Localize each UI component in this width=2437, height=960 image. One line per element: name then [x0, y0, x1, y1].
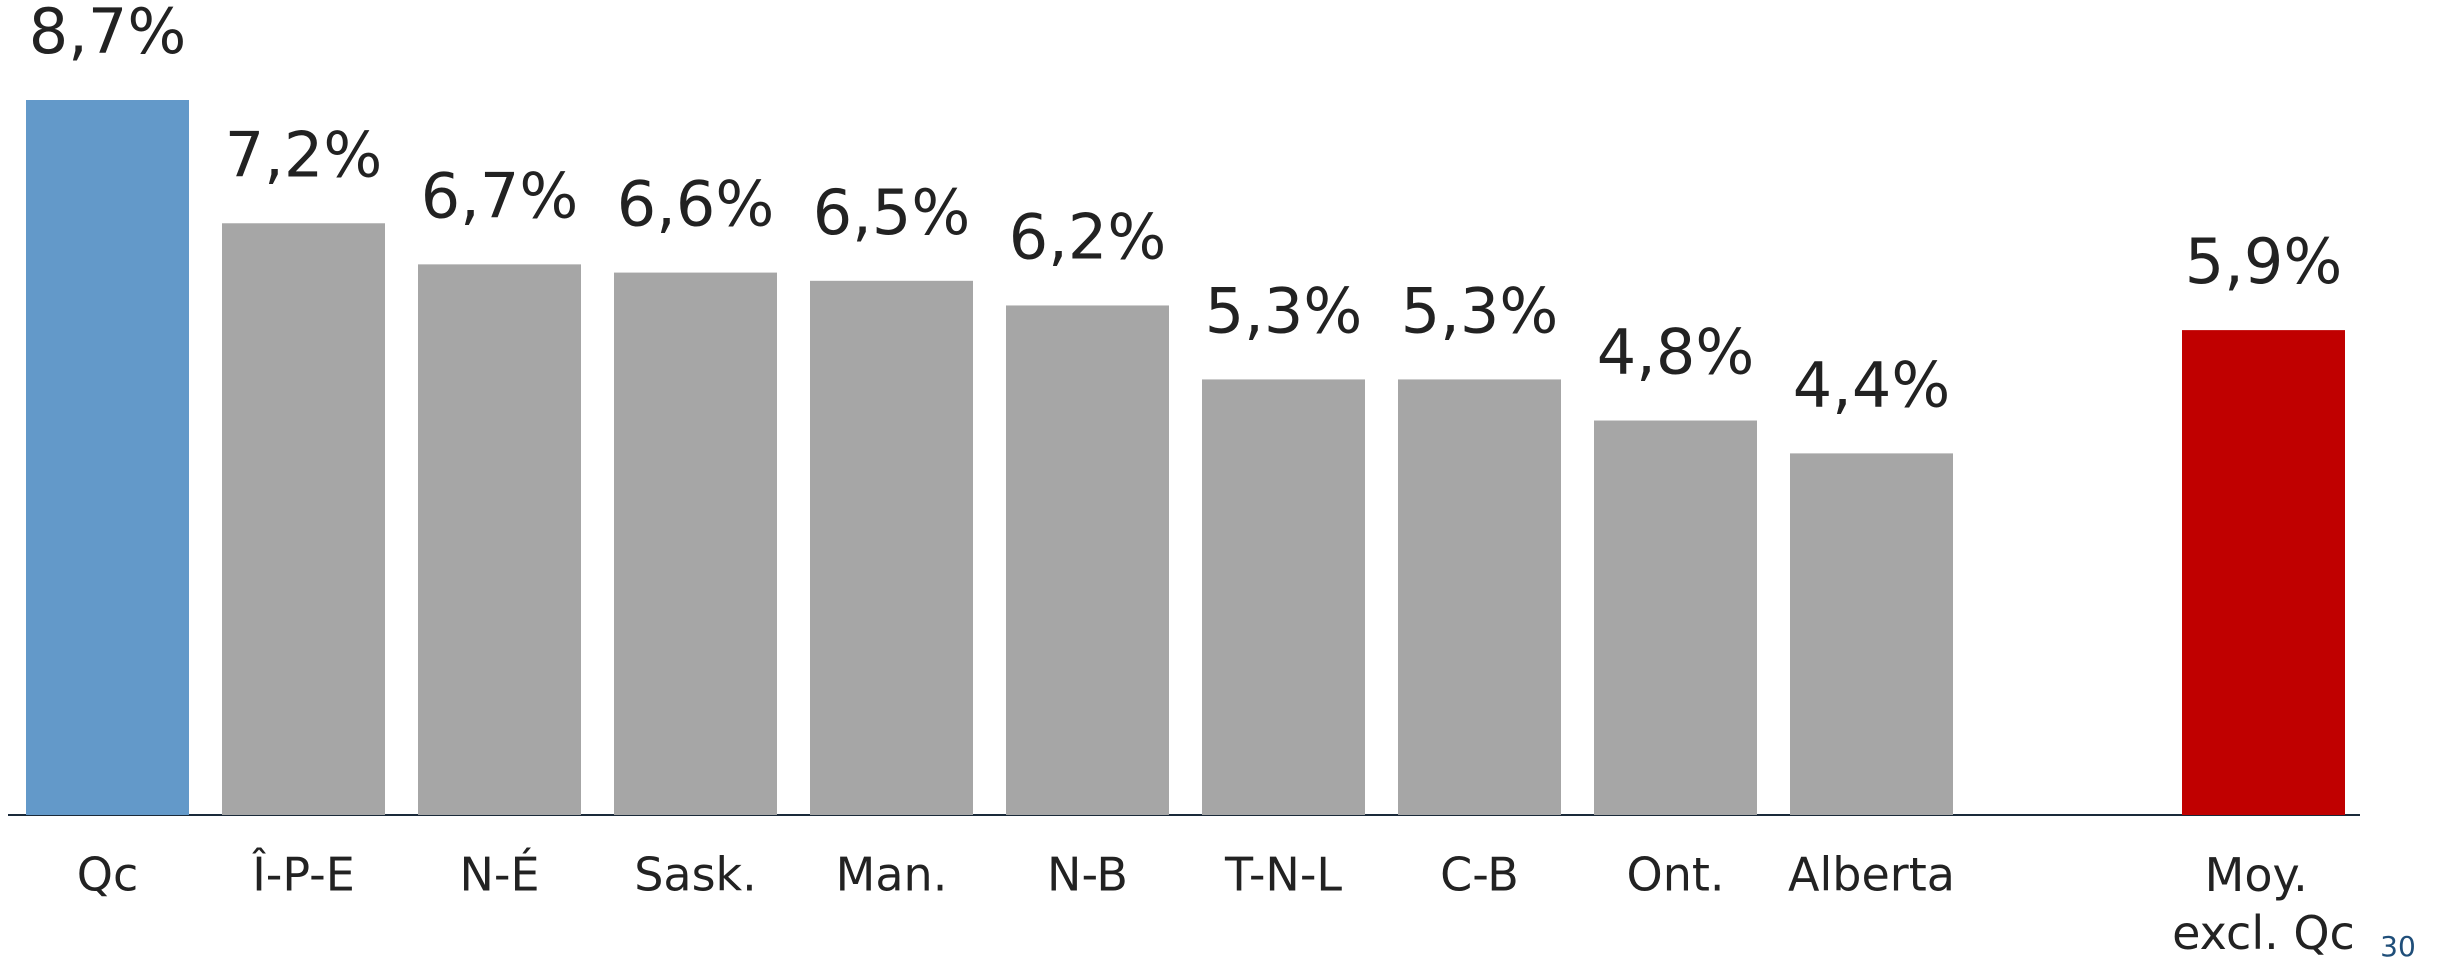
value-label: 4,8%	[1597, 316, 1755, 389]
x-tick-label: Alberta	[1788, 848, 1955, 902]
value-label: 7,2%	[225, 118, 383, 191]
value-label: 6,7%	[421, 159, 579, 232]
bar	[1398, 379, 1561, 815]
bar	[222, 223, 385, 815]
value-label: 6,5%	[813, 176, 971, 249]
bar	[1202, 379, 1365, 815]
value-label: 6,6%	[617, 168, 775, 241]
x-tick-label: Qc	[77, 848, 139, 902]
bar	[2182, 330, 2345, 815]
x-tick-label: N-É	[459, 848, 539, 902]
x-tick-label: T-N-L	[1224, 848, 1342, 902]
bar	[1006, 305, 1169, 815]
bar	[614, 272, 777, 816]
x-tick-label: Î-P-E	[251, 848, 355, 902]
x-tick-label: Ont.	[1626, 848, 1724, 902]
x-tick-label: Sask.	[634, 848, 757, 902]
bar	[1790, 453, 1953, 815]
value-label: 4,4%	[1793, 348, 1951, 421]
bar	[26, 100, 189, 815]
bar	[418, 264, 581, 816]
bar	[1594, 420, 1757, 815]
x-tick-label: Moy. excl. Qc	[2172, 848, 2355, 960]
bar	[810, 280, 973, 816]
x-tick-label: Man.	[836, 848, 948, 902]
value-label: 8,7%	[29, 0, 187, 68]
x-tick-label: C-B	[1440, 848, 1519, 902]
page-number: 30	[2380, 930, 2416, 960]
x-tick-label: N-B	[1047, 848, 1128, 902]
value-label: 6,2%	[1009, 201, 1167, 274]
value-label: 5,3%	[1401, 275, 1559, 348]
value-label: 5,3%	[1205, 275, 1363, 348]
value-label: 5,9%	[2185, 225, 2343, 298]
